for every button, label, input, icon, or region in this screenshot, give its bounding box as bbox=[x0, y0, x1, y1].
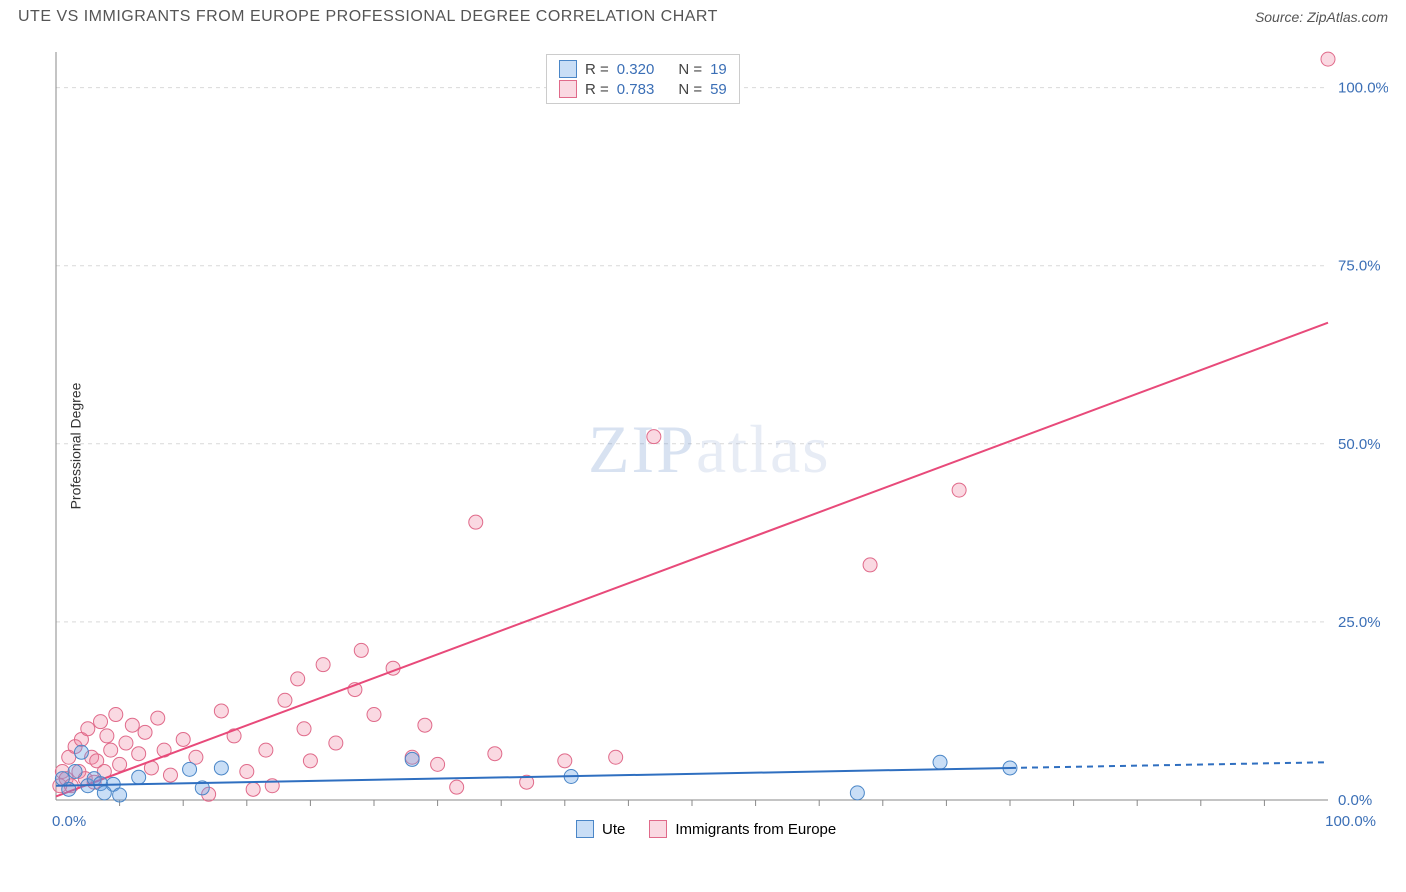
r-value-ute: 0.320 bbox=[617, 61, 655, 78]
n-value-ute: 19 bbox=[710, 61, 727, 78]
svg-text:100.0%: 100.0% bbox=[1338, 80, 1388, 97]
n-label: N = bbox=[678, 81, 702, 98]
svg-text:0.0%: 0.0% bbox=[52, 813, 86, 830]
chart-source: Source: ZipAtlas.com bbox=[1255, 9, 1388, 25]
r-value-europe: 0.783 bbox=[617, 81, 655, 98]
r-label: R = bbox=[585, 81, 609, 98]
n-value-europe: 59 bbox=[710, 81, 727, 98]
n-label: N = bbox=[678, 61, 702, 78]
swatch-europe-icon bbox=[649, 820, 667, 838]
legend-item-europe: Immigrants from Europe bbox=[649, 820, 836, 838]
svg-text:0.0%: 0.0% bbox=[1338, 792, 1372, 809]
swatch-ute-icon bbox=[576, 820, 594, 838]
legend-item-ute: Ute bbox=[576, 820, 625, 838]
svg-text:100.0%: 100.0% bbox=[1325, 813, 1376, 830]
chart-title: UTE VS IMMIGRANTS FROM EUROPE PROFESSION… bbox=[18, 8, 718, 26]
svg-text:50.0%: 50.0% bbox=[1338, 436, 1381, 453]
legend-label-europe: Immigrants from Europe bbox=[675, 821, 836, 838]
svg-text:25.0%: 25.0% bbox=[1338, 614, 1381, 631]
chart-header: UTE VS IMMIGRANTS FROM EUROPE PROFESSION… bbox=[0, 0, 1406, 30]
swatch-ute bbox=[559, 60, 577, 78]
swatch-europe bbox=[559, 80, 577, 98]
stats-row-europe: R = 0.783 N = 59 bbox=[555, 79, 731, 99]
legend-label-ute: Ute bbox=[602, 821, 625, 838]
chart-area: 0.0%25.0%50.0%75.0%100.0%0.0%100.0% ZIPa… bbox=[48, 40, 1388, 840]
stats-row-ute: R = 0.320 N = 19 bbox=[555, 59, 731, 79]
svg-text:75.0%: 75.0% bbox=[1338, 258, 1381, 275]
series-legend: Ute Immigrants from Europe bbox=[576, 820, 836, 838]
scatter-plot: 0.0% 25.0% 50.0% 75.0% 100.0% 0.0% 100.0% bbox=[48, 40, 1388, 840]
stats-legend: R = 0.320 N = 19 R = 0.783 N = 59 bbox=[546, 54, 740, 104]
r-label: R = bbox=[585, 61, 609, 78]
